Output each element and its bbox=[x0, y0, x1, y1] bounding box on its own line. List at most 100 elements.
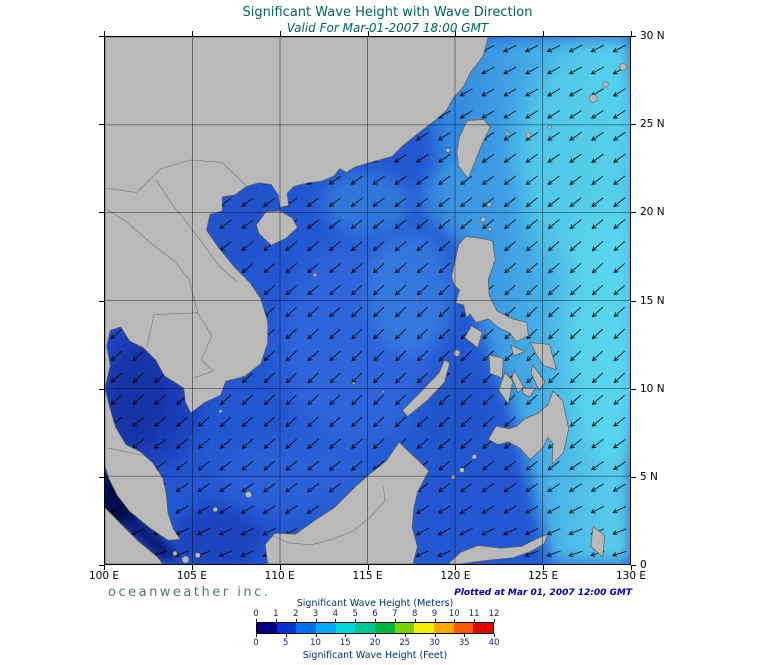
colorbar bbox=[256, 622, 494, 634]
colorbar-segment bbox=[394, 623, 415, 633]
island bbox=[245, 491, 252, 499]
y-axis-label: 5 N bbox=[640, 470, 658, 483]
x-axis-tick bbox=[104, 31, 105, 36]
legend-feet-tick bbox=[434, 634, 436, 637]
country-border bbox=[106, 208, 199, 313]
island bbox=[602, 81, 609, 88]
map-frame bbox=[104, 36, 631, 565]
valid-time-subtitle: Valid For Mar-01-2007 18:00 GMT bbox=[286, 21, 489, 35]
oceanweather-branding: oceanweather inc. bbox=[108, 585, 271, 600]
legend-meters-tick bbox=[295, 619, 297, 622]
legend-feet-tick-label: 15 bbox=[339, 638, 351, 648]
landmass-samar bbox=[529, 342, 558, 371]
x-axis-label: 105 E bbox=[176, 570, 207, 582]
country-border bbox=[272, 486, 386, 545]
legend-feet-label: Significant Wave Height (Feet) bbox=[302, 650, 448, 661]
island bbox=[525, 132, 532, 139]
x-axis-label: 115 E bbox=[352, 570, 383, 582]
plotted-timestamp: Plotted at Mar 01, 2007 12:00 GMT bbox=[454, 588, 632, 598]
legend-meters-tick-label: 1 bbox=[273, 609, 279, 619]
legend-meters-tick-label: 7 bbox=[392, 609, 398, 619]
x-axis-tick bbox=[104, 565, 105, 570]
x-axis-tick bbox=[191, 565, 193, 570]
landmass-asia-mainland bbox=[105, 37, 489, 541]
legend-feet-tick-label: 25 bbox=[399, 638, 411, 648]
y-axis-label: 30 N bbox=[640, 30, 665, 42]
legend-feet-tick bbox=[285, 634, 287, 637]
y-axis-tick bbox=[99, 212, 104, 214]
legend-meters-tick-label: 4 bbox=[332, 609, 339, 619]
colorbar-segment bbox=[434, 623, 454, 633]
legend-meters-tick-label: 11 bbox=[468, 609, 480, 619]
colorbar-segment bbox=[355, 623, 376, 633]
legend-meters-tick-label: 10 bbox=[448, 609, 460, 619]
x-axis-tick bbox=[367, 31, 369, 36]
legend-feet-tick-label: 40 bbox=[488, 638, 500, 648]
legend-meters-tick-label: 12 bbox=[488, 609, 500, 619]
sea-patch bbox=[411, 369, 492, 450]
landmass-sumatra bbox=[105, 507, 164, 564]
latlon-grid bbox=[105, 37, 630, 564]
colorbar-segment bbox=[375, 623, 395, 633]
sea-patch bbox=[367, 230, 455, 354]
x-axis-label: 125 E bbox=[528, 570, 559, 582]
legend-meters-tick bbox=[335, 619, 337, 622]
legend-meters-tick-label: 2 bbox=[292, 609, 299, 619]
landmass-luzon bbox=[451, 236, 529, 343]
legend-meters-tick bbox=[394, 619, 396, 622]
x-axis-label: 120 E bbox=[440, 570, 471, 582]
island bbox=[212, 506, 218, 513]
page-title: Significant Wave Height with Wave Direct… bbox=[242, 5, 533, 20]
country-border bbox=[108, 447, 142, 456]
island bbox=[381, 390, 385, 394]
x-axis-tick bbox=[631, 31, 632, 36]
legend-feet-tick bbox=[256, 634, 257, 637]
wave-height-map bbox=[105, 37, 630, 564]
x-axis-tick bbox=[191, 31, 193, 36]
legend-meters-tick-label: 3 bbox=[312, 609, 319, 619]
landmass-sulawesi bbox=[447, 533, 549, 564]
legend-meters-tick bbox=[414, 619, 416, 622]
legend-meters-tick bbox=[375, 619, 376, 622]
legend-meters-tick bbox=[315, 619, 317, 622]
island bbox=[471, 454, 477, 460]
legend-meters-tick bbox=[434, 619, 436, 622]
x-axis-label: 110 E bbox=[264, 570, 295, 582]
legend-meters-tick-label: 6 bbox=[372, 609, 378, 619]
landmass-cebu bbox=[511, 369, 525, 394]
legend-meters-label: Significant Wave Height (Meters) bbox=[296, 598, 454, 609]
island bbox=[589, 94, 598, 103]
x-axis-label: 130 E bbox=[615, 570, 646, 582]
island bbox=[505, 131, 510, 136]
legend-feet-tick bbox=[494, 634, 495, 637]
legend-meters-tick-label: 0 bbox=[253, 609, 259, 619]
landmass-borneo bbox=[264, 441, 430, 564]
colorbar-segment bbox=[414, 623, 435, 633]
sea-patch bbox=[173, 504, 265, 564]
x-axis-label: 100 E bbox=[88, 570, 119, 582]
y-axis-label: 0 bbox=[640, 559, 647, 571]
island bbox=[619, 63, 627, 71]
x-axis-tick bbox=[279, 565, 281, 570]
legend-feet-tick bbox=[404, 634, 406, 637]
legend-meters-tick-label: 9 bbox=[431, 609, 438, 619]
legend-feet-tick-label: 10 bbox=[310, 638, 321, 648]
colorbar-segment bbox=[453, 623, 474, 633]
legend-feet-tick bbox=[375, 634, 376, 637]
legend-feet-tick-label: 20 bbox=[369, 638, 381, 648]
y-axis-tick bbox=[631, 212, 636, 214]
y-axis-tick bbox=[99, 124, 104, 126]
legend-meters-tick bbox=[454, 619, 456, 622]
colorbar-segment bbox=[296, 623, 317, 633]
sea-patch bbox=[105, 347, 168, 447]
colorbar-segment bbox=[257, 623, 277, 633]
y-axis-tick bbox=[631, 124, 636, 126]
legend-meters-tick bbox=[275, 619, 277, 622]
colorbar-segment bbox=[316, 623, 336, 633]
y-axis-tick bbox=[631, 300, 636, 302]
island bbox=[352, 381, 355, 385]
x-axis-tick bbox=[367, 565, 369, 570]
colorbar-segment bbox=[276, 623, 297, 633]
landmass-hainan bbox=[255, 210, 298, 246]
legend-meters-tick bbox=[494, 619, 495, 622]
